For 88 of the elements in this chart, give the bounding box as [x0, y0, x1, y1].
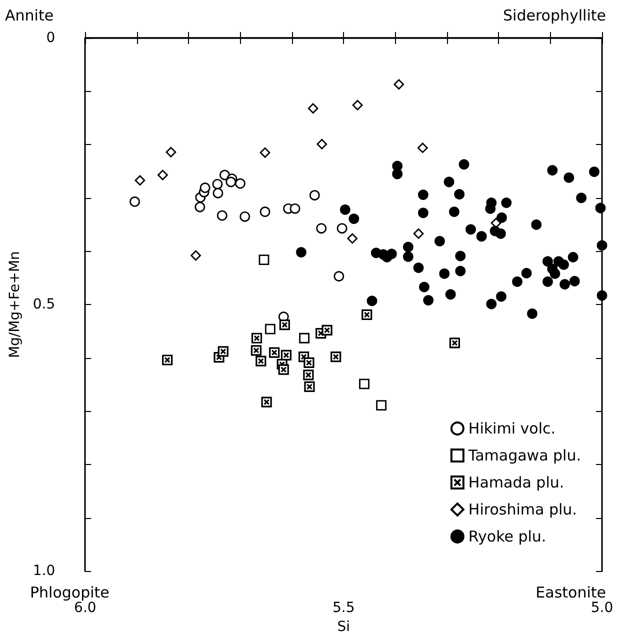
y-axis-title: Mg/Mg+Fe+Mn [7, 251, 23, 358]
point [418, 208, 428, 218]
point [226, 176, 236, 188]
text: Phlogopite [30, 584, 110, 602]
point [486, 298, 497, 310]
point [290, 203, 300, 214]
point [304, 357, 314, 368]
point [454, 189, 465, 200]
point [359, 378, 370, 390]
point [550, 268, 560, 279]
legend-label: Tamagawa plu. [467, 446, 582, 464]
point [444, 176, 454, 188]
point [449, 338, 460, 348]
x-tick-label: 6.0 [74, 600, 96, 616]
point [496, 228, 506, 239]
x-axis-title: Si [337, 619, 350, 635]
point [569, 276, 580, 286]
legend-label: Ryoke plu. [468, 528, 546, 546]
point [512, 276, 522, 287]
point [256, 356, 266, 366]
legend-label: Hamada plu. [468, 474, 564, 492]
point [596, 290, 608, 301]
point [455, 266, 466, 276]
point [595, 202, 606, 214]
point [340, 204, 350, 215]
point [348, 214, 360, 224]
point [589, 166, 600, 178]
text: Annite [5, 6, 54, 24]
point [568, 252, 578, 262]
point [448, 206, 460, 217]
point [261, 396, 272, 408]
point [476, 231, 487, 242]
point [402, 251, 414, 262]
point [458, 159, 470, 170]
point [496, 291, 506, 302]
point [269, 347, 280, 358]
point [279, 320, 290, 330]
point [501, 198, 512, 208]
point [303, 370, 314, 380]
point [485, 203, 496, 214]
point [402, 242, 414, 252]
point [330, 351, 342, 362]
point [560, 279, 570, 290]
point [251, 332, 262, 344]
point [531, 219, 542, 230]
point [299, 332, 310, 344]
point [542, 276, 553, 287]
point [542, 256, 553, 267]
point [258, 254, 270, 265]
point [564, 172, 574, 183]
point [466, 224, 476, 235]
point [455, 250, 466, 262]
point [527, 308, 538, 319]
text: Siderophyllite [503, 6, 606, 24]
point [386, 248, 397, 260]
y-tick-label: 0.5 [32, 296, 56, 313]
point [366, 296, 378, 306]
legend-label: Hiroshima plu. [468, 500, 577, 518]
point [322, 324, 332, 336]
point [304, 381, 315, 392]
point [434, 236, 445, 246]
x-tick-label: 5.5 [332, 600, 355, 616]
point [558, 259, 569, 270]
text: Eastonite [536, 584, 606, 602]
point [250, 345, 262, 356]
point [547, 165, 558, 176]
point [296, 247, 306, 258]
legend-label: Hikimi volc. [468, 420, 556, 438]
y-tick-label: 1.0 [32, 563, 56, 580]
point [362, 309, 372, 320]
point [445, 289, 456, 300]
point [264, 324, 276, 334]
point [218, 346, 228, 357]
point [521, 268, 532, 278]
point [200, 182, 210, 193]
point [576, 192, 587, 204]
point [162, 354, 173, 366]
point [413, 262, 424, 273]
point [419, 282, 430, 292]
point [418, 190, 428, 200]
point [496, 212, 507, 223]
point [423, 295, 434, 306]
y-tick-label: 0 [46, 30, 56, 46]
point [439, 268, 450, 279]
x-tick-label: 5.0 [590, 600, 614, 616]
point [392, 168, 403, 180]
point [278, 364, 289, 375]
point [596, 240, 608, 251]
